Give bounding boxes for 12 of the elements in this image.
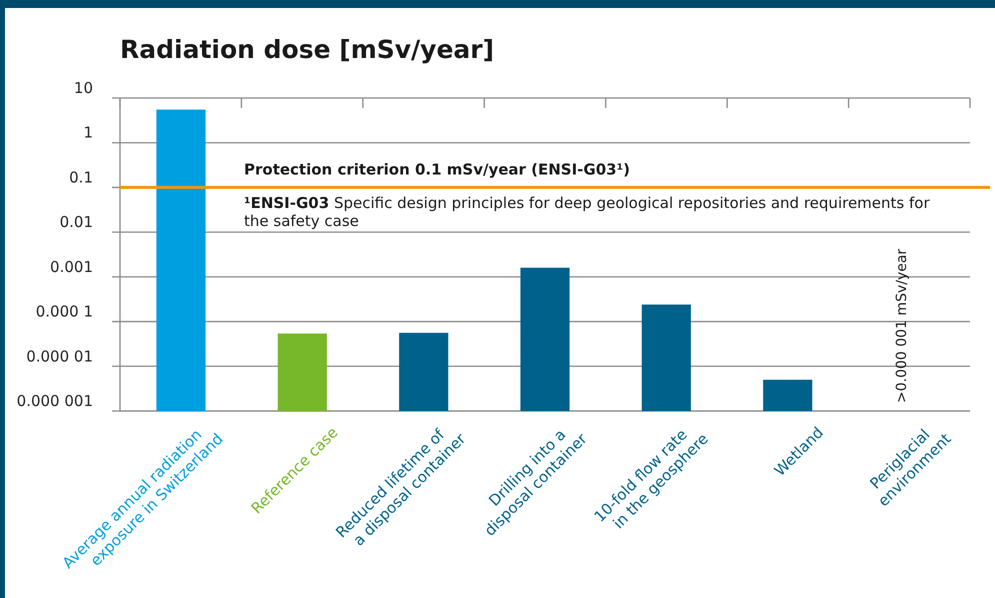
annotation: >0.000 001 mSv/year: [894, 248, 910, 403]
y-tick-label: 10: [74, 79, 93, 97]
y-tick-label: 1: [83, 124, 93, 142]
y-tick-label: 0.01: [60, 213, 93, 232]
chart-title: Radiation dose [mSv/year]: [120, 35, 494, 64]
y-tick-label: 0.000 1: [36, 302, 93, 321]
y-tick-label: 0.000 01: [26, 347, 93, 366]
y-tick-label: 0.000 001: [16, 392, 93, 410]
y-tick-label: 0.1: [69, 168, 93, 186]
annotation: ¹ENSI-G03 Specific design principles for deep geological repositories and requirements for the safety case: [244, 194, 930, 230]
ref-line-label: Protection criterion 0.1 mSv/year (ENSI-G03¹): [244, 160, 630, 178]
y-tick-label: 0.001: [50, 258, 93, 276]
